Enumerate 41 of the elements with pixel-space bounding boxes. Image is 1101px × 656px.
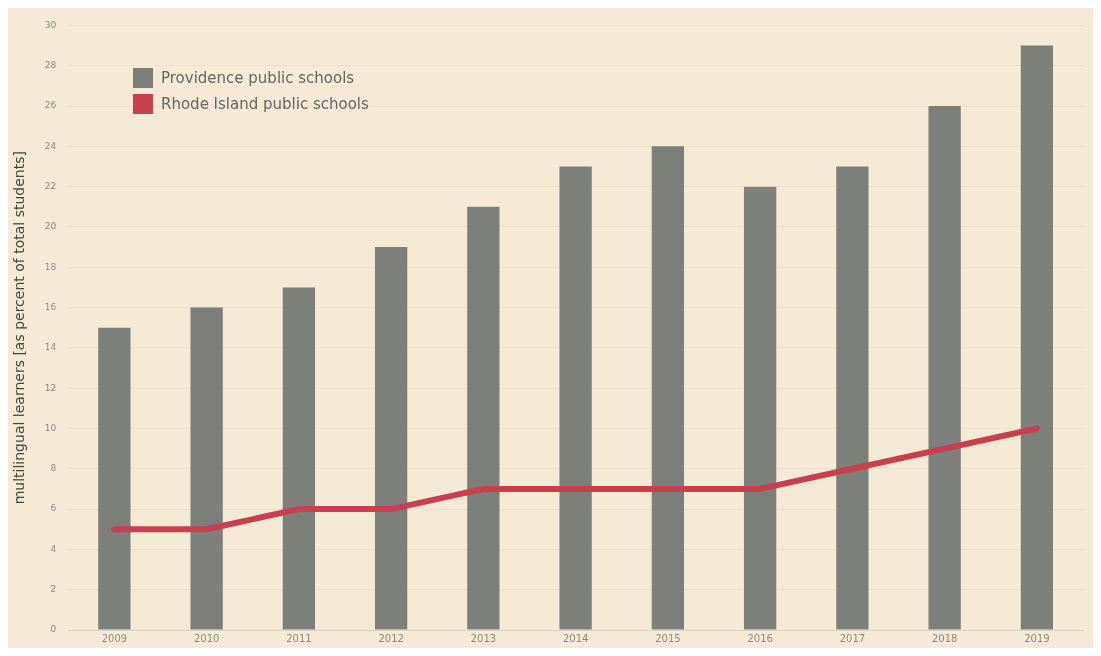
bar: [374, 247, 408, 630]
y-axis-title: multilingual learners [as percent of total students]: [11, 151, 28, 505]
y-tick-label: 20: [44, 221, 57, 232]
x-tick-label: 2015: [655, 632, 681, 644]
bar: [282, 287, 316, 630]
y-tick-label: 14: [44, 342, 57, 353]
bar: [190, 307, 223, 630]
bar: [559, 166, 592, 630]
y-tick-label: 2: [50, 584, 57, 595]
y-tick-label: 12: [44, 382, 57, 393]
y-tick-label: 22: [44, 180, 57, 191]
y-tick-label: 24: [44, 140, 57, 151]
y-tick-label: 16: [44, 301, 57, 312]
legend-label: Rhode Island public schools: [161, 95, 369, 113]
x-tick-label: 2014: [562, 632, 589, 644]
y-tick-label: 0: [50, 624, 57, 635]
bar: [836, 166, 869, 630]
x-tick-label: 2009: [101, 632, 128, 644]
bar: [1020, 45, 1054, 630]
x-tick-label: 2012: [378, 632, 404, 644]
bar: [743, 186, 777, 630]
x-tick-label: 2010: [193, 632, 220, 644]
y-tick-label: 10: [44, 422, 57, 433]
y-tick-label: 26: [44, 100, 57, 111]
x-tick-label: 2013: [470, 632, 497, 644]
x-tick-label: 2011: [286, 632, 312, 644]
bar: [928, 106, 961, 630]
x-tick-label: 2017: [839, 632, 866, 644]
y-tick-label: 4: [50, 543, 57, 554]
bar: [651, 146, 685, 630]
y-tick-label: 28: [44, 60, 57, 71]
x-tick-label: 2018: [931, 632, 958, 644]
legend-label: Providence public schools: [161, 69, 355, 87]
bar: [98, 327, 131, 630]
y-tick-label: 8: [50, 463, 57, 474]
x-tick-label: 2019: [1024, 632, 1050, 644]
x-tick-label: 2016: [747, 632, 773, 644]
bar: [467, 206, 500, 630]
y-tick-label: 30: [44, 19, 57, 30]
y-tick-label: 18: [44, 261, 57, 272]
y-tick-label: 6: [50, 503, 57, 514]
